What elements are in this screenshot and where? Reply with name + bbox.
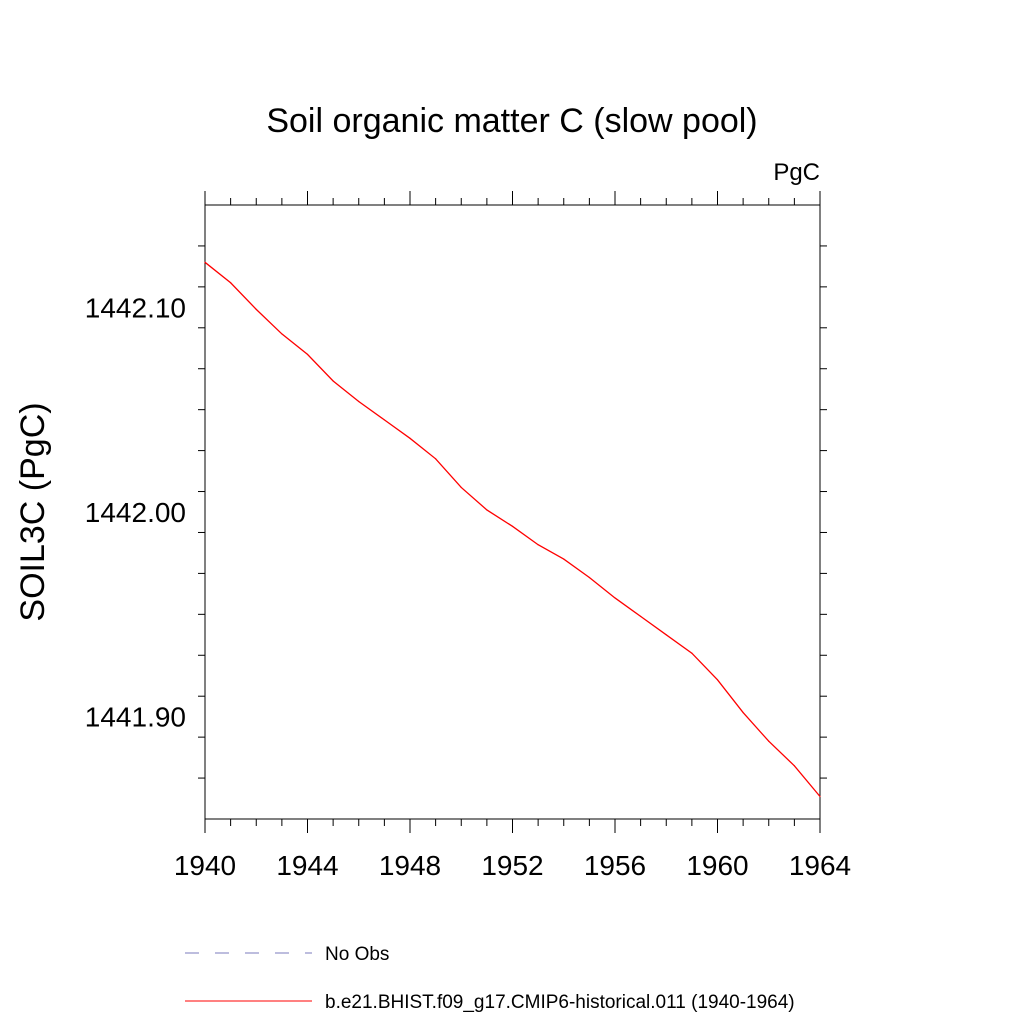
- data-point: [435, 458, 437, 460]
- legend-label: b.e21.BHIST.f09_g17.CMIP6-historical.011…: [325, 992, 795, 1013]
- series-layer: [204, 261, 821, 798]
- y-axis-label: SOIL3C (PgC): [14, 402, 52, 621]
- data-point: [383, 419, 385, 421]
- y-tick-label: 1442.10: [85, 292, 186, 323]
- data-point: [306, 353, 309, 356]
- data-point: [409, 437, 411, 439]
- data-point: [230, 282, 232, 284]
- data-point: [819, 795, 821, 798]
- x-tick-label: 1956: [584, 850, 646, 881]
- data-point: [537, 544, 539, 546]
- series-line: [204, 261, 821, 797]
- data-point: [281, 333, 283, 335]
- data-point: [511, 525, 514, 527]
- y-tick-label: 1441.90: [85, 702, 186, 733]
- y-tick-label: 1442.00: [85, 497, 186, 528]
- tick-labels: 1940 1944 1948 1952 1956 1960 1964 1441.90 1442.…: [85, 292, 851, 881]
- data-point: [640, 615, 642, 617]
- data-point: [588, 576, 590, 579]
- data-point: [793, 765, 795, 767]
- data-point: [255, 308, 257, 310]
- data-point: [768, 740, 770, 742]
- legend: No Obs b.e21.BHIST.f09_g17.CMIP6-historic…: [185, 944, 795, 1013]
- chart-title: Soil organic matter C (slow pool): [266, 102, 757, 140]
- axis-ticks: [198, 191, 827, 833]
- x-tick-label: 1948: [379, 850, 441, 881]
- data-point: [716, 679, 719, 681]
- x-tick-label: 1940: [174, 850, 236, 881]
- data-point: [665, 634, 667, 636]
- data-point: [563, 558, 565, 560]
- units-label: PgC: [773, 159, 820, 186]
- data-point: [332, 380, 334, 382]
- x-tick-label: 1960: [686, 850, 748, 881]
- data-point: [358, 400, 360, 403]
- plot-frame: [204, 204, 821, 820]
- legend-label: No Obs: [325, 944, 389, 965]
- x-tick-label: 1964: [789, 850, 851, 881]
- data-point: [460, 486, 462, 489]
- x-tick-label: 1952: [481, 850, 543, 881]
- data-point: [204, 261, 206, 263]
- data-point: [486, 509, 488, 511]
- x-tick-label: 1944: [276, 850, 338, 881]
- data-point: [691, 652, 693, 654]
- data-point: [742, 711, 744, 714]
- data-point: [614, 597, 616, 599]
